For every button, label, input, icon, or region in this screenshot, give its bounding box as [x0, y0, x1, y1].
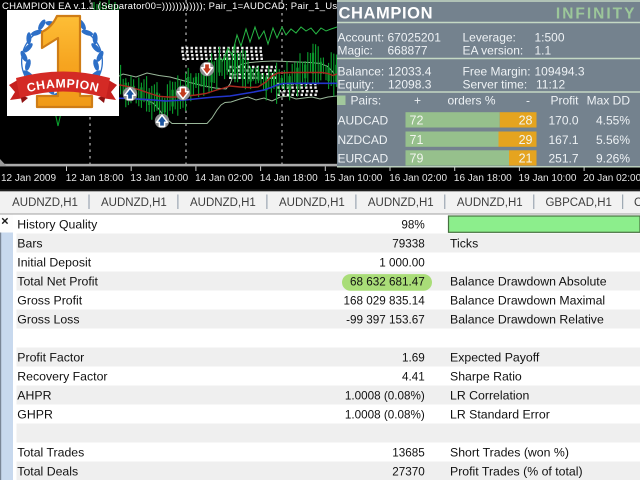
svg-text:29: 29 [519, 133, 533, 147]
svg-text:Leverage: 1:500: Leverage: 1:500 [463, 31, 565, 45]
svg-text:28: 28 [519, 114, 533, 128]
svg-text:27370: 27370 [392, 466, 425, 479]
svg-text:AUDNZD,H1: AUDNZD,H1 [190, 197, 256, 209]
svg-text:14 Jan 02:00: 14 Jan 02:00 [195, 173, 253, 184]
svg-text:170.0: 170.0 [548, 114, 578, 128]
svg-text:Profit: Profit [550, 94, 579, 108]
svg-text:Expected Payoff: Expected Payoff [450, 351, 540, 365]
svg-text:orders %: orders % [448, 94, 496, 108]
svg-text:Short Trades (won %): Short Trades (won %) [450, 446, 569, 460]
svg-text:21: 21 [519, 152, 533, 166]
svg-text:GBPCAD,H1: GBPCAD,H1 [545, 197, 611, 209]
svg-text:Bars: Bars [17, 237, 42, 251]
svg-text:CHAMPION EA v.1.1 (Separator00: CHAMPION EA v.1.1 (Separator00=)))))))))… [2, 1, 337, 12]
svg-text:AUDCAD: AUDCAD [338, 114, 389, 128]
svg-text:LR Standard Error: LR Standard Error [450, 408, 550, 422]
svg-text:16 Jan 02:00: 16 Jan 02:00 [389, 173, 447, 184]
svg-text:Initial Deposit: Initial Deposit [17, 256, 91, 270]
svg-text:+: + [414, 94, 421, 108]
svg-text:Max DD: Max DD [587, 94, 631, 108]
svg-text:GHPR: GHPR [17, 408, 53, 422]
svg-text:Balance Drawdown Absolute: Balance Drawdown Absolute [450, 275, 607, 289]
svg-text:Ticks: Ticks [450, 237, 478, 251]
svg-text:Total Trades: Total Trades [17, 446, 84, 460]
svg-text:167.1: 167.1 [548, 133, 578, 147]
svg-text:CHAMPION: CHAMPION [339, 5, 434, 23]
svg-text:68 632 681.47: 68 632 681.47 [350, 276, 425, 289]
svg-text:12 Jan 18:00: 12 Jan 18:00 [66, 173, 124, 184]
svg-text:Free Margin: 109494.3: Free Margin: 109494.3 [463, 65, 585, 79]
svg-text:20 Jan 02:00: 20 Jan 02:00 [583, 173, 640, 184]
svg-text:AUDNZD,H1: AUDNZD,H1 [12, 197, 78, 209]
svg-text:Total Net Profit: Total Net Profit [17, 275, 98, 289]
svg-text:79338: 79338 [392, 238, 425, 251]
svg-text:71: 71 [410, 133, 424, 147]
svg-text:EA version: 1.1: EA version: 1.1 [463, 44, 552, 58]
svg-text:Sharpe Ratio: Sharpe Ratio [450, 370, 522, 384]
svg-text:-99 397 153.67: -99 397 153.67 [346, 314, 425, 327]
svg-text:C: C [634, 197, 640, 209]
svg-text:Recovery Factor: Recovery Factor [17, 370, 107, 384]
svg-text:15 Jan 10:00: 15 Jan 10:00 [325, 173, 383, 184]
svg-text:History Quality: History Quality [17, 218, 98, 232]
svg-text:LR Correlation: LR Correlation [450, 389, 529, 403]
svg-text:Gross Profit: Gross Profit [17, 294, 82, 308]
svg-text:Account: 67025201: Account: 67025201 [338, 31, 442, 45]
svg-text:1.0008 (0.08%): 1.0008 (0.08%) [345, 390, 425, 403]
svg-text:12 Jan 2009: 12 Jan 2009 [1, 173, 56, 184]
svg-text:72: 72 [410, 114, 424, 128]
svg-text:AUDNZD,H1: AUDNZD,H1 [101, 197, 167, 209]
svg-text:1 000.00: 1 000.00 [379, 257, 425, 270]
svg-text:Balance Drawdown Maximal: Balance Drawdown Maximal [450, 294, 605, 308]
svg-text:CHAMPION: CHAMPION [25, 76, 100, 95]
svg-text:5.56%: 5.56% [596, 133, 630, 147]
svg-text:251.7: 251.7 [548, 152, 578, 166]
svg-text:98%: 98% [401, 219, 424, 232]
svg-text:Server time: 11:12: Server time: 11:12 [463, 78, 566, 92]
svg-text:Profit Trades (% of total): Profit Trades (% of total) [450, 465, 583, 479]
svg-text:AUDNZD,H1: AUDNZD,H1 [457, 197, 523, 209]
svg-text:AHPR: AHPR [17, 389, 51, 403]
svg-text:14 Jan 18:00: 14 Jan 18:00 [260, 173, 318, 184]
svg-text:NZDCAD: NZDCAD [338, 133, 388, 147]
svg-text:16 Jan 18:00: 16 Jan 18:00 [454, 173, 512, 184]
svg-text:1.69: 1.69 [402, 352, 425, 365]
svg-text:Total Deals: Total Deals [17, 465, 78, 479]
svg-text:AUDNZD,H1: AUDNZD,H1 [279, 197, 345, 209]
svg-text:Gross Loss: Gross Loss [17, 313, 79, 327]
svg-text:13 Jan 10:00: 13 Jan 10:00 [130, 173, 188, 184]
svg-text:9.26%: 9.26% [596, 152, 630, 166]
svg-text:4.55%: 4.55% [596, 114, 630, 128]
svg-text:79: 79 [410, 152, 424, 166]
svg-text:1.0008 (0.08%): 1.0008 (0.08%) [345, 409, 425, 422]
svg-text:-: - [526, 94, 530, 108]
svg-text:4.41: 4.41 [402, 371, 425, 384]
svg-text:168 029 835.14: 168 029 835.14 [344, 295, 426, 308]
svg-text:Profit Factor: Profit Factor [17, 351, 84, 365]
svg-text:INFINITY: INFINITY [556, 6, 637, 23]
svg-text:Pairs:: Pairs: [351, 94, 382, 108]
svg-text:13685: 13685 [392, 447, 425, 460]
svg-text:AUDNZD,H1: AUDNZD,H1 [368, 197, 434, 209]
svg-text:19 Jan 10:00: 19 Jan 10:00 [519, 173, 577, 184]
svg-text:Balance: 12033.4: Balance: 12033.4 [338, 65, 432, 79]
svg-text:Balance Drawdown Relative: Balance Drawdown Relative [450, 313, 604, 327]
svg-text:EURCAD: EURCAD [338, 152, 389, 166]
